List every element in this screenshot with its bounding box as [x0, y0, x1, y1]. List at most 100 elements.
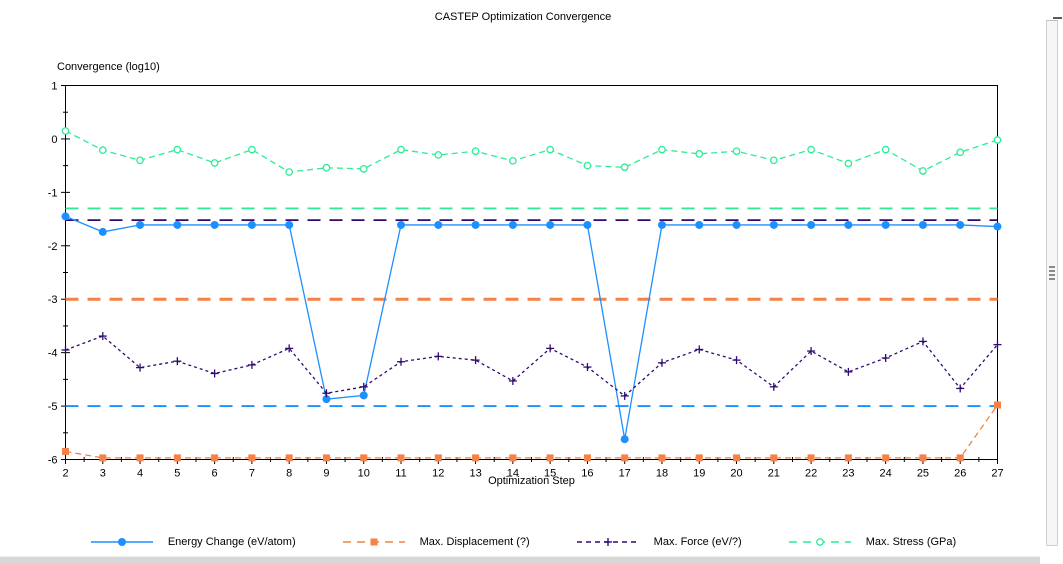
series-line: [65, 215, 998, 440]
y-tick-label: -5: [48, 401, 58, 413]
y-tick-label: -6: [48, 455, 58, 467]
data-point-marker: [807, 220, 816, 229]
data-point-marker: [994, 401, 1001, 409]
data-point-marker: [993, 222, 1002, 231]
horizontal-scrollbar[interactable]: [0, 556, 1040, 564]
x-tick-label: 5: [174, 468, 180, 480]
data-point-marker: [99, 454, 107, 462]
data-point-marker: [136, 454, 144, 462]
data-point-marker: [285, 454, 293, 462]
data-point-marker: [657, 220, 666, 229]
x-tick-label: 12: [432, 468, 444, 480]
data-point-marker: [695, 454, 703, 462]
data-point-marker: [695, 220, 704, 229]
chart-legend: Energy Change (eV/atom) Max. Displacement…: [0, 531, 1046, 553]
x-tick-label: 25: [917, 468, 929, 480]
data-point-marker: [360, 454, 368, 462]
y-tick-label: -2: [48, 241, 58, 253]
x-tick-label: 17: [619, 468, 631, 480]
data-point-marker: [248, 454, 256, 462]
data-point-marker: [285, 168, 294, 176]
data-point-marker: [807, 145, 815, 154]
vertical-splitter[interactable]: [1046, 20, 1058, 546]
y-axis-label: Convergence (log10): [57, 61, 160, 73]
data-point-marker: [919, 454, 927, 462]
x-tick-label: 24: [880, 468, 892, 480]
data-point-marker: [546, 220, 555, 229]
y-tick-label: -4: [48, 348, 58, 360]
splitter-grip-icon: [1049, 266, 1055, 280]
data-point-marker: [434, 220, 443, 229]
x-tick-label: 19: [693, 468, 705, 480]
data-point-marker: [61, 127, 70, 135]
legend-item: Max. Force (eV/?): [576, 536, 742, 548]
x-axis-label: Optimization Step: [488, 475, 575, 487]
x-tick-label: 11: [395, 468, 406, 480]
plot-border: [65, 85, 998, 460]
data-point-marker: [844, 220, 853, 229]
data-point-marker: [620, 163, 629, 172]
y-tick-label: -1: [48, 187, 58, 199]
x-tick-label: 4: [137, 468, 143, 480]
data-point-marker: [956, 220, 965, 229]
data-point-marker: [733, 454, 741, 462]
data-point-marker: [844, 159, 853, 168]
data-point-marker: [397, 220, 406, 229]
data-point-marker: [471, 220, 480, 229]
data-point-marker: [583, 454, 591, 462]
data-point-marker: [993, 136, 1002, 144]
data-point-marker: [770, 454, 778, 462]
x-tick-label: 26: [954, 468, 966, 480]
legend-label: Energy Change (eV/atom): [167, 536, 296, 548]
legend-item: Max. Stress (GPa): [788, 536, 956, 548]
legend-label: Max. Displacement (?): [419, 536, 530, 548]
data-point-marker: [173, 454, 181, 462]
x-tick-label: 7: [249, 468, 255, 480]
y-tick-label: -3: [48, 294, 58, 306]
x-tick-label: 27: [991, 468, 1003, 480]
chart-title: CASTEP Optimization Convergence: [434, 11, 612, 23]
data-point-marker: [359, 391, 368, 400]
data-point-marker: [210, 220, 219, 229]
data-point-marker: [397, 145, 405, 154]
data-point-marker: [509, 156, 517, 165]
x-tick-label: 14: [507, 468, 519, 480]
legend-label: Max. Force (eV/?): [653, 536, 742, 548]
x-tick-label: 9: [323, 468, 329, 480]
data-point-marker: [173, 220, 182, 229]
data-point-marker: [210, 159, 219, 167]
data-point-marker: [136, 156, 144, 165]
x-tick-label: 3: [100, 468, 106, 480]
window-corner-mark: [1053, 17, 1062, 19]
data-point-marker: [98, 146, 107, 154]
data-point-marker: [434, 151, 443, 159]
data-point-marker: [919, 167, 927, 175]
chart-plot-area[interactable]: 10-1-2-3-4-5-62 3 4 5 6 7 8 9 10 11 12 13 14 15 16 17 18…: [0, 0, 1046, 500]
x-tick-label: 20: [730, 468, 742, 480]
data-point-marker: [322, 395, 331, 404]
data-point-marker: [508, 220, 517, 229]
legend-item: Max. Displacement (?): [342, 536, 530, 548]
data-point-marker: [658, 145, 666, 154]
x-tick-label: 2: [62, 468, 68, 480]
y-tick-label: 1: [51, 81, 57, 93]
data-point-marker: [769, 156, 778, 165]
series-line: [65, 404, 999, 459]
data-point-marker: [882, 454, 890, 462]
data-point-marker: [621, 454, 629, 462]
data-point-marker: [248, 145, 256, 154]
series-line: [65, 130, 998, 173]
legend-marker-icon: [576, 538, 639, 546]
legend-item: Energy Change (eV/atom): [90, 536, 296, 548]
data-point-marker: [956, 148, 965, 157]
data-point-marker: [769, 220, 778, 229]
data-point-marker: [359, 164, 368, 173]
data-point-marker: [844, 454, 852, 462]
data-point-marker: [471, 147, 480, 156]
data-point-marker: [397, 454, 405, 462]
x-tick-label: 6: [212, 468, 218, 480]
data-point-marker: [98, 227, 107, 236]
legend-marker-icon: [342, 538, 405, 546]
data-point-marker: [62, 447, 69, 455]
